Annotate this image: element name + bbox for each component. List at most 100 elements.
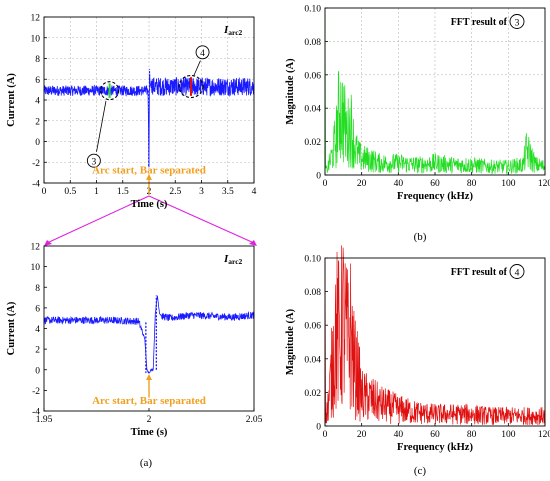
x-axis-label: Frequency (kHz) [397, 442, 473, 453]
fft-4-panel: 0 20 40 60 80 100 120 0 0.02 0.04 0.06 0.08 0.10 Freq… [285, 245, 550, 453]
y-tick-label: 12 [31, 243, 41, 253]
arc-start-annotation: Arc start, Bar separated [92, 395, 206, 407]
x-tick-label: 20 [357, 430, 367, 440]
x-tick-label: 4 [252, 187, 257, 197]
x-tick-label: 80 [467, 179, 477, 189]
y-tick-label: 0.04 [304, 355, 321, 365]
zoom-arrow-right [249, 240, 257, 246]
fft-spectrum [324, 245, 546, 426]
fft-spectrum [324, 7, 546, 176]
y-tick-label: 0.06 [304, 322, 321, 332]
callout-4-leader [193, 60, 201, 77]
x-tick-label: 0 [42, 187, 47, 197]
x-tick-label: 0 [323, 179, 328, 189]
plot-frame [43, 16, 255, 184]
fft-marker: 4 [509, 264, 525, 279]
x-tick-label: 3 [199, 187, 204, 197]
y-tick-label: 0.10 [304, 255, 321, 265]
fft-marker-text: 4 [515, 268, 520, 278]
y-tick-label: 6 [35, 304, 40, 314]
y-axis-label: Magnitude (A) [285, 58, 296, 125]
y-tick-label: -4 [32, 408, 40, 418]
x-tick-label: 20 [357, 179, 367, 189]
x-tick-label: 40 [394, 430, 404, 440]
x-tick-label: 80 [467, 430, 477, 440]
zoom-current-panel: 1.95 2 2.05 -4 -2 0 2 4 6 8 10 12 Time (s) Current (A… [6, 243, 263, 439]
plot-frame [324, 7, 546, 176]
y-tick-label: 2 [35, 346, 40, 356]
x-axis-label: Frequency (kHz) [397, 191, 473, 202]
zoom-arrow-left [44, 240, 52, 246]
x-tick-label: 0 [323, 430, 328, 440]
segment-3-highlight [100, 81, 120, 101]
y-tick-label: 0 [35, 138, 40, 148]
x-tick-label: 120 [538, 179, 550, 189]
x-axis-label: Time (s) [131, 427, 168, 438]
y-tick-label: 6 [35, 76, 40, 86]
curve-label-sub: arc2 [228, 257, 242, 266]
y-tick-label: 0 [316, 172, 321, 182]
x-tick-label: 60 [430, 430, 440, 440]
annotation-arrow-head [146, 374, 152, 381]
x-tick-label: 1 [94, 187, 99, 197]
plot-area [325, 8, 545, 175]
x-tick-label: 2.5 [169, 187, 181, 197]
y-tick-label: 0 [316, 423, 321, 433]
y-tick-label: 0.08 [304, 288, 321, 298]
plot-frame [324, 257, 546, 427]
caption-a: (a) [140, 457, 153, 469]
fft-title: FFT result of [451, 267, 508, 278]
y-tick-label: 10 [31, 34, 41, 44]
y-axis-label: Magnitude (A) [285, 308, 296, 375]
y-tick-label: 10 [31, 263, 41, 273]
marker-3-circle [86, 153, 101, 168]
y-tick-label: -2 [32, 159, 40, 169]
marker-3-text: 3 [92, 157, 97, 167]
x-tick-label: 0.5 [64, 187, 76, 197]
y-tick-label: 12 [31, 14, 41, 24]
callout-3-leader [96, 100, 107, 152]
x-tick-label: 2 [147, 415, 152, 425]
y-tick-label: 2 [35, 117, 40, 127]
current-trace [43, 295, 255, 374]
arc-start-annotation: Arc start, Bar separated [92, 165, 206, 177]
y-tick-label: 4 [35, 97, 40, 107]
caption-c: (c) [414, 465, 427, 477]
fft-marker-text: 3 [515, 18, 520, 28]
x-tick-label: 40 [394, 179, 404, 189]
fft-marker-circle [509, 14, 525, 29]
y-tick-label: 0.06 [304, 71, 321, 81]
y-tick-label: 8 [35, 55, 40, 65]
y-tick-label: 0 [35, 366, 40, 376]
fft-title: FFT result of [451, 17, 508, 28]
y-axis-label: Current (A) [6, 73, 17, 127]
x-tick-label: 2.05 [246, 415, 263, 425]
zoom-connector-lines [44, 195, 257, 246]
segment-4-highlight [178, 74, 204, 99]
marker-3: 3 [86, 153, 101, 168]
caption-b: (b) [414, 231, 427, 243]
marker-4: 4 [195, 45, 210, 60]
x-tick-label: 1.95 [36, 415, 53, 425]
y-tick-label: 0.08 [304, 38, 321, 48]
fft-3-panel: 0 20 40 60 80 100 120 0 0.02 0.04 0.06 0.08 0.10 Freq… [285, 5, 550, 203]
fft-marker: 3 [509, 14, 525, 29]
y-tick-label: 4 [35, 325, 40, 335]
current-trace [43, 73, 255, 168]
x-tick-label: 120 [538, 430, 550, 440]
curve-label: Iarc2 [223, 253, 243, 266]
curve-label-sub: arc2 [228, 28, 242, 37]
x-tick-label: 60 [430, 179, 440, 189]
zoom-line-left [46, 195, 150, 244]
y-tick-label: 0.04 [304, 105, 321, 115]
x-tick-label: 100 [501, 430, 516, 440]
y-tick-label: 0.10 [304, 5, 321, 15]
y-tick-label: -4 [32, 180, 40, 190]
x-tick-label: 100 [501, 179, 516, 189]
y-tick-label: 8 [35, 284, 40, 294]
x-axis-label: Time (s) [131, 199, 168, 210]
curve-label: Iarc2 [223, 24, 243, 37]
y-axis-label: Current (A) [6, 301, 17, 355]
